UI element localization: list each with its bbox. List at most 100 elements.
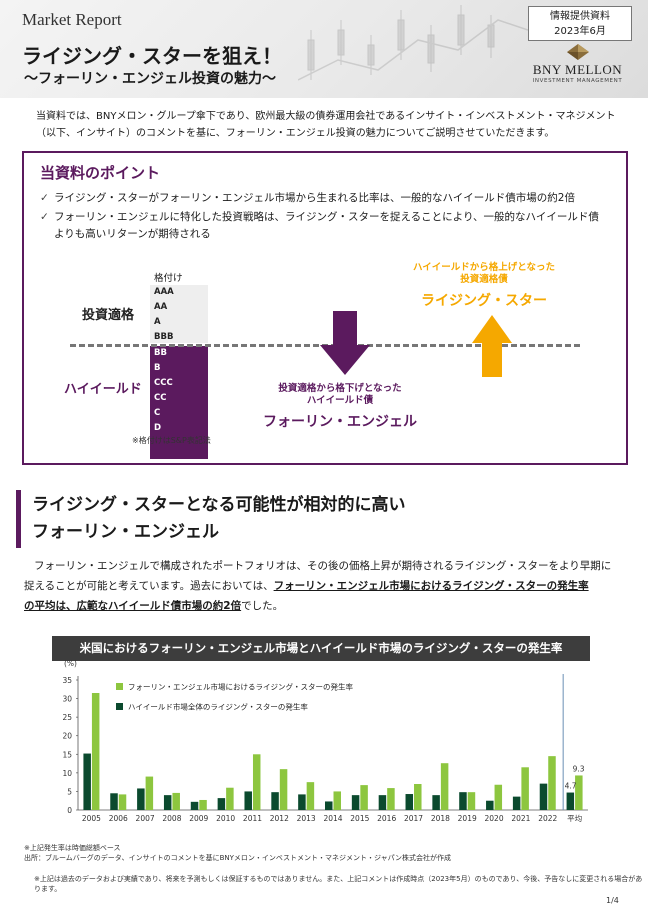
brand-name: BNY MELLON xyxy=(532,62,623,77)
y-tick-label: 0 xyxy=(67,806,72,815)
key-points-box: 当資料のポイント ✓ ライジング・スターがフォーリン・エンジェル市場から生まれる… xyxy=(22,151,628,465)
rating-label: AAA xyxy=(154,287,174,297)
bar-high-yield xyxy=(325,801,333,810)
footnote: ※上記発生率は時価総額ベース xyxy=(24,844,121,852)
x-tick-label: 2011 xyxy=(243,814,262,823)
key-point-text: ライジング・スターがフォーリン・エンジェル市場から生まれる比率は、一般的なハイイ… xyxy=(54,192,575,204)
downgrade-arrow-icon xyxy=(320,311,370,375)
footnotes: ※上記発生率は時価総額ベース 出所：ブルームバーグのデータ、インサイトのコメント… xyxy=(24,843,451,863)
rating-label: BB xyxy=(154,348,167,358)
bar-fallen-angel xyxy=(414,784,422,810)
upgrade-arrow-icon xyxy=(472,315,512,377)
check-icon: ✓ xyxy=(40,211,49,223)
x-tick-label: 2005 xyxy=(82,814,101,823)
rating-note: ※格付けはS&P表記法 xyxy=(132,436,211,445)
rising-star-desc: ハイイールドから格上げとなった xyxy=(412,262,556,273)
bar-fallen-angel xyxy=(467,792,476,810)
company-logo: BNY MELLON INVESTMENT MANAGEMENT xyxy=(520,44,635,92)
x-tick-label: 2008 xyxy=(162,814,181,823)
intro-text: 当資料では、BNYメロン・グループ傘下であり、欧州最大級の債券運用会社であるイン… xyxy=(36,108,626,142)
body-emphasis: の平均は、広範なハイイールド債市場の約2倍 xyxy=(24,600,242,612)
x-tick-label: 平均 xyxy=(567,813,582,823)
bar-high-yield xyxy=(83,753,91,810)
bar-fallen-angel xyxy=(360,785,368,810)
section-heading-line: ライジング・スターとなる可能性が相対的に高い xyxy=(32,495,406,515)
chart-title: 米国におけるフォーリン・エンジェル市場とハイイールド市場のライジング・スターの発… xyxy=(52,636,590,661)
bar-fallen-angel xyxy=(226,787,234,810)
bar-high-yield xyxy=(190,801,199,810)
bar-fallen-angel xyxy=(252,754,261,810)
x-tick-label: 2013 xyxy=(297,814,316,823)
x-tick-label: 2006 xyxy=(109,814,128,823)
bar-high-yield xyxy=(459,792,467,810)
y-tick-label: 35 xyxy=(62,676,72,685)
x-tick-label: 2020 xyxy=(485,814,504,823)
info-badge-label: 情報提供資料 xyxy=(550,11,610,22)
section-body-line: 捉えることが可能と考えています。過去においては、フォーリン・エンジェル市場におけ… xyxy=(24,576,628,596)
bar-fallen-angel xyxy=(387,788,395,810)
bar-high-yield xyxy=(110,793,118,810)
bny-mellon-mark-icon xyxy=(566,44,589,60)
y-tick-label: 25 xyxy=(62,713,72,722)
x-tick-label: 2014 xyxy=(323,814,342,823)
x-tick-label: 2018 xyxy=(431,814,450,823)
report-type-label: Market Report xyxy=(22,10,122,29)
bar-high-yield xyxy=(539,783,548,810)
decorative-chart-background xyxy=(298,5,528,81)
x-tick-label: 2010 xyxy=(216,814,235,823)
check-icon: ✓ xyxy=(40,192,49,204)
bar-high-yield xyxy=(217,798,226,810)
y-tick-label: 30 xyxy=(62,695,72,704)
bar-fallen-angel xyxy=(333,791,341,810)
brand-subname: INVESTMENT MANAGEMENT xyxy=(532,78,623,84)
source-note: 出所：ブルームバーグのデータ、インサイトのコメントを基にBNYメロン・インベスト… xyxy=(24,854,452,862)
legend-swatch-fallen-angel xyxy=(116,683,123,690)
bar-high-yield xyxy=(137,788,145,810)
section-heading: ライジング・スターとなる可能性が相対的に高い フォーリン・エンジェル xyxy=(32,492,406,546)
bar-high-yield xyxy=(378,795,387,810)
investment-grade-ratings: AAA AA A BBB xyxy=(150,285,208,343)
fallen-angel-desc: ハイイールド債 xyxy=(306,395,374,406)
legend-swatch-high-yield xyxy=(116,703,123,710)
rating-label: CC xyxy=(154,393,167,403)
y-tick-label: 10 xyxy=(62,769,72,778)
page-title: ライジング・スターを狙え！ xyxy=(22,44,282,68)
rising-star-rate-chart: (%) 0 5 10 15 20 25 30 35 2005 2006 2007 2008 2009 201… xyxy=(62,659,588,823)
bar-fallen-angel xyxy=(521,767,529,810)
rating-column-header: 格付け xyxy=(154,273,183,284)
x-tick-label: 2016 xyxy=(377,814,396,823)
bar-high-yield xyxy=(432,795,440,810)
rising-star-label: ライジング・スター xyxy=(421,293,547,309)
x-tick-label: 2015 xyxy=(350,814,369,823)
key-point-item: ✓ ライジング・スターがフォーリン・エンジェル市場から生まれる比率は、一般的なハ… xyxy=(40,190,615,207)
rating-label: B xyxy=(154,363,161,373)
report-header: Market Report ライジング・スターを狙え！ ～フォーリン・エンジェル… xyxy=(0,0,648,98)
y-axis-unit: (%) xyxy=(64,659,77,668)
section-accent-bar xyxy=(16,490,21,548)
key-point-text: よりも高いリターンが期待される xyxy=(54,228,211,240)
fallen-angel-desc: 投資適格から格下げとなった xyxy=(278,383,402,394)
intro-line: （以下、インサイト）のコメントを基に、フォーリン・エンジェル投資の魅力についてご… xyxy=(36,128,555,139)
bar-fallen-angel xyxy=(91,693,100,810)
rating-label: C xyxy=(154,408,161,418)
bar-high-yield xyxy=(512,796,521,810)
body-text: でした。 xyxy=(241,600,284,612)
page-number: 1/4 xyxy=(606,896,619,905)
intro-line: 当資料では、BNYメロン・グループ傘下であり、欧州最大級の債券運用会社であるイン… xyxy=(36,111,616,122)
y-tick-label: 5 xyxy=(67,787,72,796)
bar-fallen-angel xyxy=(440,763,449,810)
key-point-text: フォーリン・エンジェルに特化した投資戦略は、ライジング・スターを捉えることにより… xyxy=(54,211,599,223)
legend-label: ハイイールド市場全体のライジング・スターの発生率 xyxy=(128,702,308,712)
bar-high-yield xyxy=(244,791,252,810)
rising-star-desc: 投資適格債 xyxy=(460,274,508,285)
rating-label: BBB xyxy=(154,332,174,342)
x-tick-label: 2009 xyxy=(189,814,208,823)
bar-high-yield xyxy=(163,795,172,810)
high-yield-ratings: BB B CCC CC C D xyxy=(150,346,208,459)
bar-fallen-angel xyxy=(575,775,583,810)
bar-fallen-angel xyxy=(279,769,288,810)
y-tick-label: 15 xyxy=(62,750,72,759)
key-points-title: 当資料のポイント xyxy=(40,164,161,182)
rating-label: AA xyxy=(154,302,168,312)
info-badge-date: 2023年6月 xyxy=(554,26,606,37)
